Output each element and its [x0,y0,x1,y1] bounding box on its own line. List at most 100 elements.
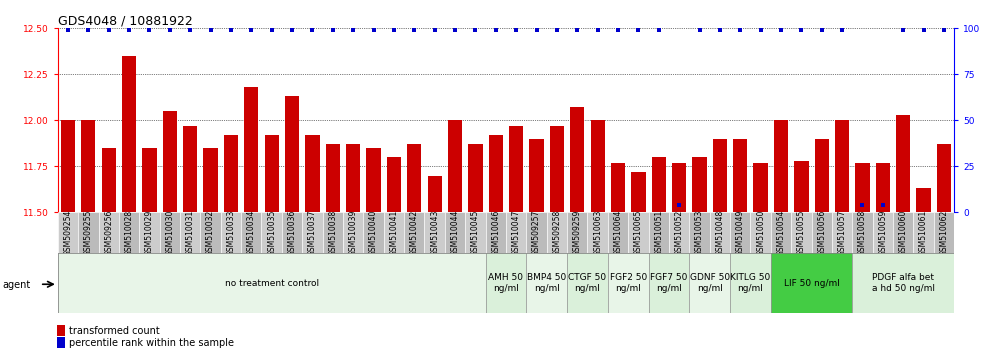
Bar [611,163,625,212]
Text: FGF7 50
ng/ml: FGF7 50 ng/ml [650,274,687,293]
Text: GSM510032: GSM510032 [206,210,215,256]
Bar [791,212,812,253]
Point [835,27,851,33]
Bar [404,212,424,253]
Point [915,27,931,33]
Bar [628,212,648,253]
Bar [407,144,421,212]
Point [630,27,646,33]
Point [895,27,911,33]
Text: GSM510052: GSM510052 [674,210,683,256]
Bar [570,108,585,212]
Point [101,27,117,33]
Point [122,27,137,33]
Text: GSM510065: GSM510065 [633,210,642,256]
Bar [306,135,320,212]
Bar [733,139,747,212]
Text: LIF 50 ng/ml: LIF 50 ng/ml [784,279,840,288]
Text: GSM510036: GSM510036 [288,210,297,256]
Point [753,27,769,33]
Text: GSM509259: GSM509259 [573,210,582,256]
Bar [383,212,404,253]
Point [243,27,259,33]
Point [773,27,789,33]
Bar [506,212,526,253]
Text: GSM509255: GSM509255 [84,210,93,256]
Bar [200,212,221,253]
Text: GSM510051: GSM510051 [654,210,663,256]
Text: GSM510044: GSM510044 [450,210,459,256]
Bar [386,157,401,212]
Bar [302,212,323,253]
Text: GSM510053: GSM510053 [695,210,704,256]
Bar [692,157,706,212]
Bar [730,212,750,253]
Bar [82,120,96,212]
Text: GSM510038: GSM510038 [329,210,338,256]
Bar [367,148,380,212]
Bar [57,325,65,336]
Bar [794,161,809,212]
Text: GSM509256: GSM509256 [105,210,114,256]
Bar [119,212,139,253]
Bar [648,253,689,313]
Text: GSM510047: GSM510047 [512,210,521,256]
Bar [282,212,302,253]
Text: GSM509254: GSM509254 [64,210,73,256]
Point [691,27,707,33]
Point [855,202,871,208]
Text: no treatment control: no treatment control [225,279,319,288]
Bar [893,212,913,253]
Text: GSM510054: GSM510054 [777,210,786,256]
Text: GSM510059: GSM510059 [878,210,887,256]
Bar [567,212,588,253]
Text: GSM510033: GSM510033 [226,210,235,256]
Bar [445,212,465,253]
Point [386,27,402,33]
Text: agent: agent [2,280,30,290]
Point [712,27,728,33]
Bar [875,163,890,212]
Point [426,27,442,33]
Text: GDS4048 / 10881922: GDS4048 / 10881922 [58,14,192,27]
Point [447,27,463,33]
Text: transformed count: transformed count [69,326,159,336]
Point [570,27,586,33]
Point [161,27,178,33]
Text: GSM510035: GSM510035 [267,210,276,256]
Point [590,27,606,33]
Bar [856,163,870,212]
Text: GSM510060: GSM510060 [898,210,907,256]
Point [508,27,524,33]
Point [650,27,666,33]
Bar [241,212,262,253]
Bar [265,135,279,212]
Point [794,27,810,33]
Bar [142,148,156,212]
Bar [343,212,364,253]
Bar [771,212,791,253]
Bar [203,148,218,212]
Bar [591,120,605,212]
Bar [713,139,727,212]
Bar [815,139,829,212]
Bar [364,212,383,253]
Point [549,27,565,33]
Text: GSM510040: GSM510040 [370,210,378,256]
Text: GSM510029: GSM510029 [145,210,154,256]
Text: GDNF 50
ng/ml: GDNF 50 ng/ml [689,274,730,293]
Text: GSM510050: GSM510050 [756,210,765,256]
Bar [180,212,200,253]
Bar [934,212,954,253]
Text: GSM510063: GSM510063 [594,210,603,256]
Text: GSM510057: GSM510057 [838,210,847,256]
Bar [78,212,99,253]
Bar [221,212,241,253]
Bar [651,157,666,212]
Bar [567,253,608,313]
Bar [468,144,482,212]
Text: GSM510037: GSM510037 [308,210,317,256]
Bar [262,212,282,253]
Text: percentile rank within the sample: percentile rank within the sample [69,338,234,348]
Text: GSM510045: GSM510045 [471,210,480,256]
